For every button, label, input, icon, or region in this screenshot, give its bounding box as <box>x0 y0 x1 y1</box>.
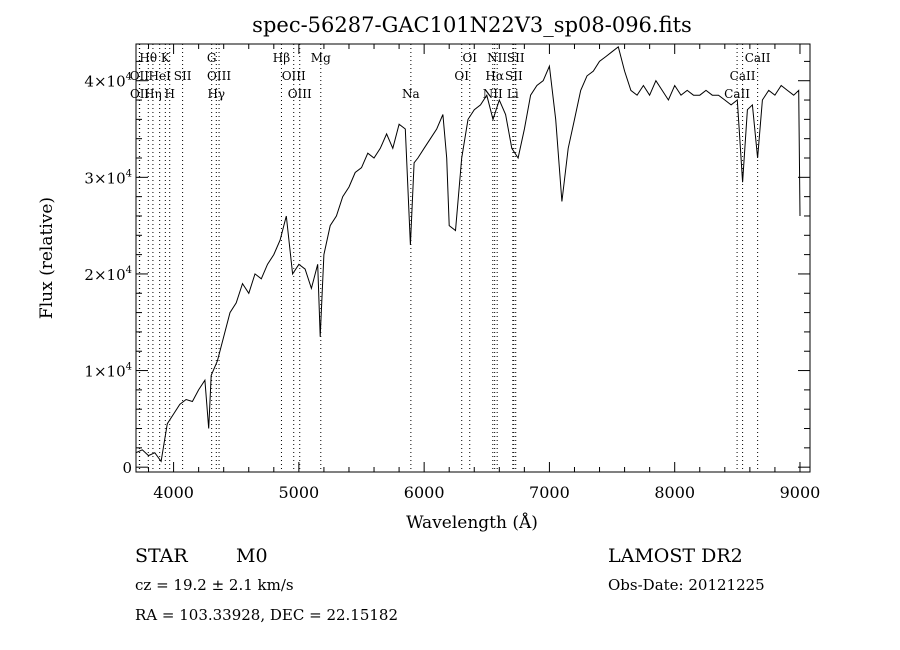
line-marker-label: Hη <box>144 87 162 101</box>
y-tick-label: 2×104 <box>84 265 132 284</box>
line-marker-label: CaII <box>724 87 750 101</box>
x-tick-label: 4000 <box>153 483 194 502</box>
line-marker-label: OIII <box>288 87 312 101</box>
observation-date: Obs-Date: 20121225 <box>608 576 765 594</box>
line-marker-label: OIII <box>207 69 231 83</box>
line-marker-label: Li <box>507 87 519 101</box>
y-tick-label: 3×104 <box>84 168 132 187</box>
x-tick-label: 9000 <box>780 483 821 502</box>
redshift-cz: cz = 19.2 ± 2.1 km/s <box>135 576 294 594</box>
x-tick-label: 5000 <box>279 483 320 502</box>
line-marker-label: OI <box>454 69 469 83</box>
y-tick-base: 3×10 <box>84 169 125 187</box>
y-tick-exponent: 4 <box>126 168 132 179</box>
line-marker-label: Na <box>402 87 420 101</box>
line-marker-label: G <box>207 51 217 65</box>
plot-frame <box>135 43 811 473</box>
object-subclass: M0 <box>236 545 268 567</box>
line-marker-label: Hα <box>485 69 504 83</box>
y-tick-label: 0 <box>122 459 132 477</box>
line-marker-label: OII <box>130 87 150 101</box>
line-marker-label: H <box>164 87 174 101</box>
y-tick-base: 2×10 <box>84 266 125 284</box>
x-tick-label: 7000 <box>529 483 570 502</box>
line-marker-label: NII <box>487 51 507 65</box>
line-marker-label: K <box>161 51 171 65</box>
line-marker-label: NII <box>483 87 503 101</box>
line-marker-label: OIII <box>282 69 306 83</box>
y-tick-base: 0 <box>122 459 132 477</box>
survey-name: LAMOST DR2 <box>608 545 743 567</box>
y-tick-base: 4×10 <box>84 73 125 91</box>
line-marker-label: SII <box>507 51 525 65</box>
line-marker-label: Hβ <box>273 51 290 65</box>
line-marker-label: OII <box>130 69 150 83</box>
x-tick-label: 8000 <box>654 483 695 502</box>
x-tick-label: 6000 <box>404 483 445 502</box>
y-tick-base: 1×10 <box>84 363 125 381</box>
y-tick-exponent: 4 <box>126 265 132 276</box>
y-tick-exponent: 4 <box>126 72 132 83</box>
spectrum-line <box>135 46 801 463</box>
y-tick-exponent: 4 <box>126 362 132 373</box>
line-marker-label: HeI <box>149 69 172 83</box>
x-axis-label: Wavelength (Å) <box>406 512 538 533</box>
line-marker-label: SII <box>174 69 192 83</box>
y-tick-label: 4×104 <box>84 72 132 91</box>
x-axis: 4000 5000 6000 7000 8000 9000 <box>148 44 821 502</box>
line-marker-label: SII <box>505 69 523 83</box>
object-class: STAR <box>135 545 188 567</box>
line-marker-label: Hθ <box>139 51 157 65</box>
line-marker-label: Hγ <box>207 87 225 101</box>
coordinates: RA = 103.33928, DEC = 22.15182 <box>135 606 398 624</box>
chart-title: spec-56287-GAC101N22V3_sp08-096.fits <box>252 13 692 37</box>
line-marker-label: CaII <box>745 51 771 65</box>
y-axis-label: Flux (relative) <box>37 197 57 319</box>
line-markers <box>138 44 759 472</box>
line-marker-label: OI <box>462 51 477 65</box>
y-tick-label: 1×104 <box>84 362 132 381</box>
line-marker-label: CaII <box>730 69 756 83</box>
line-marker-label: Mg <box>311 51 331 65</box>
